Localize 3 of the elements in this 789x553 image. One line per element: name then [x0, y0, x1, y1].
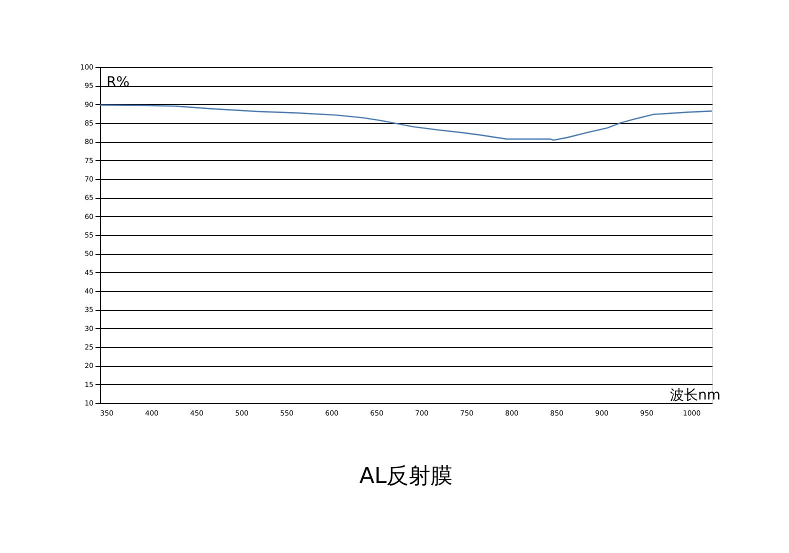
- text: AL反射膜: [359, 464, 453, 489]
- y-axis-title: R%: [106, 74, 130, 90]
- x-axis-title: 波长nm: [670, 388, 720, 404]
